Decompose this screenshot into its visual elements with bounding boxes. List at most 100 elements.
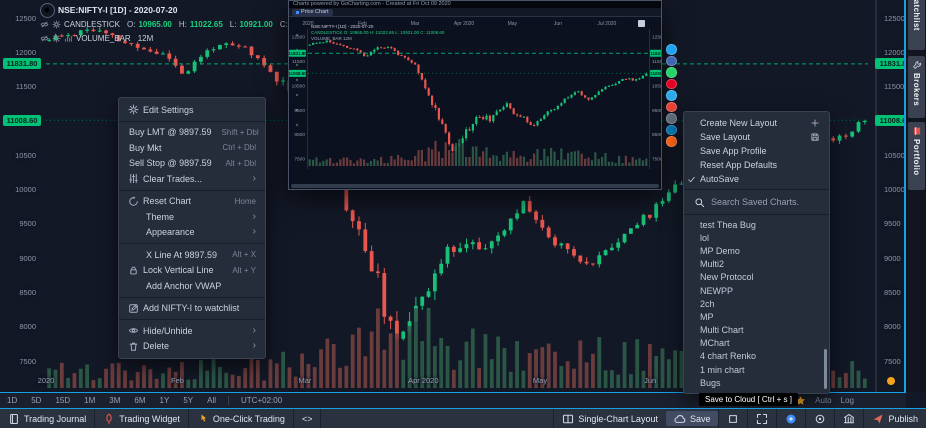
price-tick: 10000: [15, 185, 36, 194]
popup-chart-window[interactable]: Charts powered by GoCharting.com - Creat…: [288, 0, 662, 190]
button-label: Trading Journal: [24, 413, 87, 424]
saved-chart-item[interactable]: New Protocol: [700, 272, 754, 283]
tumblr-share-icon[interactable]: [666, 113, 677, 124]
price-tick: 9500: [884, 219, 901, 229]
axis-mode-log[interactable]: Log: [840, 396, 854, 405]
price-tick: 9000: [884, 253, 901, 263]
pinterest-share-icon[interactable]: [666, 78, 677, 89]
saved-charts-search[interactable]: Search Saved Charts.: [684, 193, 829, 211]
price-tick: 12500: [884, 13, 905, 23]
scrollbar-thumb[interactable]: [824, 349, 827, 389]
popup-price-tick: 8500: [294, 132, 305, 138]
reddit-share-icon[interactable]: [666, 136, 677, 147]
timeframe-button-1d[interactable]: 1D: [7, 396, 18, 405]
timeframe-button-1m[interactable]: 1M: [84, 396, 96, 405]
popup-price-tick: 7500: [294, 157, 305, 163]
button-button[interactable]: <>: [294, 409, 322, 428]
saved-chart-item[interactable]: 2ch: [700, 298, 715, 309]
trading-journal-button[interactable]: Trading Journal: [0, 409, 96, 428]
axis-mode-auto[interactable]: Auto: [815, 396, 832, 405]
save-tooltip: Save to Cloud [ Ctrl + s ]: [699, 393, 798, 406]
star-icon: [795, 395, 806, 406]
bank-button[interactable]: [834, 409, 863, 428]
price-tick: 11500: [15, 82, 36, 92]
menu-item[interactable]: Theme ›: [119, 209, 265, 225]
timezone-button[interactable]: UTC+02:00: [241, 396, 283, 405]
layout-menu-item[interactable]: Create New Layout: [684, 116, 829, 130]
popup-legend-symbol: NSE:NIFTY-I [1D] - 2020-07-20: [311, 24, 374, 29]
whatsapp-share-icon[interactable]: [666, 67, 677, 78]
layout-menu-item[interactable]: Save Layout: [684, 130, 829, 144]
menu-item[interactable]: X Line At 9897.59 Alt + X: [119, 247, 265, 263]
menu-divider: [684, 214, 829, 215]
timeframe-button-6m[interactable]: 6M: [134, 396, 146, 405]
sq-button[interactable]: [718, 409, 747, 428]
menu-item[interactable]: Edit Settings: [119, 102, 265, 118]
publish-button[interactable]: Publish: [863, 409, 926, 428]
menu-item[interactable]: Appearance ›: [119, 225, 265, 241]
save-button[interactable]: Save: [665, 411, 719, 426]
saved-chart-item[interactable]: MP: [700, 311, 714, 322]
reset-icon: [128, 196, 139, 207]
timeframe-button-5y[interactable]: 5Y: [183, 396, 194, 405]
chart-legend: NSE:NIFTY-I [1D] - 2020-07-20 CANDLESTIC…: [40, 2, 324, 45]
journal-icon: [8, 413, 20, 425]
saved-chart-item[interactable]: MP Demo: [700, 245, 740, 256]
menu-item[interactable]: Sell Stop @ 9897.59 Alt + Dbl: [119, 156, 265, 172]
saved-chart-item[interactable]: test Thea Bug: [700, 219, 756, 230]
gmail-share-icon[interactable]: [666, 101, 677, 112]
saved-chart-item[interactable]: Multi2: [700, 259, 725, 270]
timeframe-button-15d[interactable]: 15D: [55, 396, 71, 405]
saved-chart-item[interactable]: MChart: [700, 338, 730, 349]
saved-chart-item[interactable]: Bugs: [700, 377, 721, 388]
timeframe-button-all[interactable]: All: [207, 396, 217, 405]
one-click-trading-button[interactable]: One-Click Trading: [189, 409, 294, 428]
layout-menu-item[interactable]: AutoSave: [684, 172, 829, 186]
menu-item[interactable]: Delete ›: [119, 339, 265, 355]
timeframe-button-5d[interactable]: 5D: [31, 396, 42, 405]
saved-chart-item[interactable]: NEWPP: [700, 285, 734, 296]
menu-item[interactable]: Buy LMT @ 9897.59 Shift + Dbl: [119, 125, 265, 141]
linkedin-share-icon[interactable]: [666, 124, 677, 135]
sidebar-tab-watchlist[interactable]: Watchlist: [908, 0, 925, 50]
popup-chart-canvas[interactable]: 2020 Feb Mar Apr 2020 May Jun Jul 2020 12500 125…: [289, 1, 661, 189]
saved-chart-item[interactable]: 1 min chart: [700, 364, 745, 375]
camcircle-button[interactable]: [776, 409, 805, 428]
target-button[interactable]: [805, 409, 834, 428]
saved-chart-item[interactable]: lol: [700, 232, 710, 243]
sidebar-tab-brokers[interactable]: Brokers: [908, 56, 925, 118]
saved-chart-item[interactable]: 4 chart Renko: [700, 351, 757, 362]
timeframe-button-3m[interactable]: 3M: [109, 396, 121, 405]
legend-symbol-row: NSE:NIFTY-I [1D] - 2020-07-20: [40, 2, 324, 18]
facebook-share-icon[interactable]: [666, 55, 677, 66]
layout-menu-item[interactable]: Reset App Defaults: [684, 158, 829, 172]
menu-item[interactable]: Lock Vertical Line Alt + Y: [119, 263, 265, 279]
popup-title-bar[interactable]: Charts powered by GoCharting.com - Creat…: [289, 1, 661, 8]
layout-menu-item-label: AutoSave: [700, 174, 740, 184]
menu-item-label: Add Anchor VWAP: [146, 280, 222, 291]
pointer-icon: [197, 413, 209, 425]
menu-item-shortcut: Alt + Y: [232, 265, 256, 275]
saved-chart-item[interactable]: Multi Chart: [700, 325, 744, 336]
timeframe-button-1y[interactable]: 1Y: [159, 396, 170, 405]
popup-tab-price-chart[interactable]: Price Chart: [292, 8, 333, 16]
menu-item[interactable]: Add Anchor VWAP: [119, 278, 265, 294]
trading-widget-button[interactable]: Trading Widget: [95, 409, 189, 428]
telegram-share-icon[interactable]: [666, 90, 677, 101]
single-chart-layout-button[interactable]: Single-Chart Layout: [553, 409, 666, 428]
time-axis-label: Mar: [298, 376, 312, 385]
popup-month-label: Apr 2020: [454, 21, 475, 27]
sidebar-tab-portfolio[interactable]: Portfolio: [908, 122, 925, 190]
twitter-share-icon[interactable]: [666, 44, 677, 55]
menu-item[interactable]: Hide/Unhide ›: [119, 323, 265, 339]
magnifier-icon[interactable]: [40, 2, 55, 18]
menu-item[interactable]: Reset Chart Home: [119, 194, 265, 210]
menu-divider: [119, 319, 265, 320]
menu-item-label: Buy LMT @ 9897.59: [129, 127, 212, 138]
expand-button[interactable]: [747, 409, 776, 428]
menu-item[interactable]: Add NIFTY-I to watchlist: [119, 301, 265, 317]
layout-menu-item[interactable]: Save App Profile: [684, 144, 829, 158]
menu-item[interactable]: Buy Mkt Ctrl + Dbl: [119, 140, 265, 156]
menu-item[interactable]: Clear Trades... ›: [119, 171, 265, 187]
